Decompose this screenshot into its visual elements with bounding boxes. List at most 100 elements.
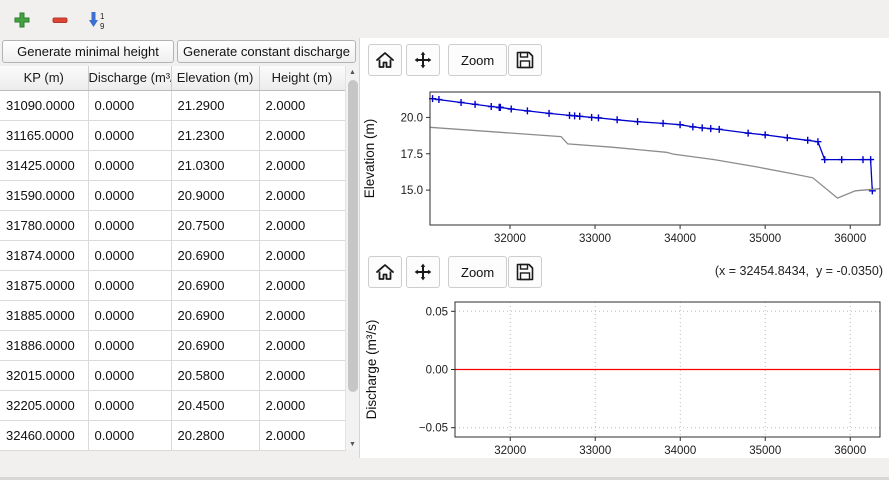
discharge-save-button[interactable] [508, 256, 542, 288]
elevation-chart[interactable]: 32000 33000 34000 35000 36000 15.0 17.5 20.0 Ele… [360, 78, 889, 256]
table-cell[interactable]: 2.0000 [259, 300, 346, 331]
table-cell[interactable]: 0.0000 [88, 420, 172, 451]
table-cell[interactable]: 2.0000 [259, 390, 346, 421]
table-cell[interactable]: 31886.0000 [0, 330, 89, 361]
elevation-save-button[interactable] [508, 44, 542, 76]
kp-table: KP (m)Discharge (m³/s)Elevation (m)Heigh… [0, 66, 346, 451]
table-cell[interactable]: 2.0000 [259, 210, 346, 241]
save-icon [516, 263, 534, 281]
table-cell[interactable]: 20.5800 [171, 360, 260, 391]
window-bottom-edge [0, 477, 889, 480]
table-cell[interactable]: 20.6900 [171, 300, 260, 331]
save-icon [516, 51, 534, 69]
table-cell[interactable]: 20.6900 [171, 270, 260, 301]
table-cell[interactable]: 2.0000 [259, 240, 346, 271]
table-cell[interactable]: 0.0000 [88, 150, 172, 181]
table-cell[interactable]: 2.0000 [259, 420, 346, 451]
table-cell[interactable]: 0.0000 [88, 330, 172, 361]
table-cell[interactable]: 2.0000 [259, 180, 346, 211]
generate-minimal-height-button[interactable]: Generate minimal height [2, 40, 174, 63]
table-cell[interactable]: 21.2300 [171, 120, 260, 151]
column-header[interactable]: Discharge (m³/s) [88, 66, 172, 91]
table-cell[interactable]: 0.0000 [88, 360, 172, 391]
elevation-pan-button[interactable] [406, 44, 440, 76]
table-cell[interactable]: 0.0000 [88, 390, 172, 421]
table-cell[interactable]: 20.2800 [171, 420, 260, 451]
table-cell[interactable]: 2.0000 [259, 150, 346, 181]
scrollbar-thumb[interactable] [348, 80, 358, 392]
svg-text:−0.05: −0.05 [419, 423, 448, 435]
table-cell[interactable]: 20.6900 [171, 240, 260, 271]
discharge-zoom-button[interactable]: Zoom [448, 256, 508, 288]
discharge-chart[interactable]: 32000 33000 34000 35000 36000 −0.05 0.00 0.05 Di… [360, 292, 889, 460]
table-row: 31874.0000 0.0000 20.6900 2.0000 [0, 240, 346, 271]
table-row: 31885.0000 0.0000 20.6900 2.0000 [0, 300, 346, 331]
table-cell[interactable]: 0.0000 [88, 300, 172, 331]
table-cell[interactable]: 20.7500 [171, 210, 260, 241]
table-cell[interactable]: 0.0000 [88, 120, 172, 151]
table-cell[interactable]: 32205.0000 [0, 390, 89, 421]
table-cell[interactable]: 32460.0000 [0, 420, 89, 451]
pan-icon [414, 263, 432, 281]
table-scrollbar[interactable]: ▲ ▼ [345, 66, 359, 450]
svg-text:15.0: 15.0 [401, 185, 423, 197]
table-cell[interactable]: 0.0000 [88, 240, 172, 271]
svg-text:1: 1 [100, 12, 105, 21]
add-row-button[interactable] [8, 6, 36, 34]
table-cell[interactable]: 31780.0000 [0, 210, 89, 241]
svg-text:36000: 36000 [834, 233, 866, 245]
table-cell[interactable]: 31425.0000 [0, 150, 89, 181]
table-row: 32460.0000 0.0000 20.2800 2.0000 [0, 420, 346, 451]
svg-text:9: 9 [100, 22, 105, 30]
svg-text:34000: 34000 [664, 445, 696, 457]
table-row: 31165.0000 0.0000 21.2300 2.0000 [0, 120, 346, 151]
table-cell[interactable]: 2.0000 [259, 270, 346, 301]
table-cell[interactable]: 0.0000 [88, 210, 172, 241]
table-cell[interactable]: 31885.0000 [0, 300, 89, 331]
remove-row-button[interactable] [46, 6, 74, 34]
generate-constant-discharge-button[interactable]: Generate constant discharge [177, 40, 356, 63]
home-icon [376, 52, 394, 68]
table-cell[interactable]: 21.0300 [171, 150, 260, 181]
sort-numeric-icon: 1 9 [89, 12, 105, 30]
cursor-position-readout: (x = 32454.8434, y = -0.0350) [714, 264, 883, 278]
table-row: 31875.0000 0.0000 20.6900 2.0000 [0, 270, 346, 301]
table-row: 32015.0000 0.0000 20.5800 2.0000 [0, 360, 346, 391]
column-header[interactable]: Elevation (m) [171, 66, 260, 91]
discharge-home-button[interactable] [368, 256, 402, 288]
table-cell[interactable]: 2.0000 [259, 360, 346, 391]
elevation-zoom-button[interactable]: Zoom [448, 44, 508, 76]
table-cell[interactable]: 21.2900 [171, 90, 260, 121]
table-cell[interactable]: 0.0000 [88, 270, 172, 301]
table-cell[interactable]: 31590.0000 [0, 180, 89, 211]
table-cell[interactable]: 0.0000 [88, 90, 172, 121]
svg-text:33000: 33000 [579, 233, 611, 245]
table-cell[interactable]: 32015.0000 [0, 360, 89, 391]
discharge-pan-button[interactable] [406, 256, 440, 288]
table-cell[interactable]: 20.9000 [171, 180, 260, 211]
table-row: 31590.0000 0.0000 20.9000 2.0000 [0, 180, 346, 211]
column-header[interactable]: Height (m) [259, 66, 346, 91]
elevation-home-button[interactable] [368, 44, 402, 76]
scrollbar-down-arrow[interactable]: ▼ [349, 440, 356, 448]
table-cell[interactable]: 0.0000 [88, 180, 172, 211]
table-cell[interactable]: 2.0000 [259, 330, 346, 361]
table-cell[interactable]: 2.0000 [259, 120, 346, 151]
svg-text:35000: 35000 [749, 445, 781, 457]
sort-rows-button[interactable]: 1 9 [84, 6, 112, 34]
svg-text:17.5: 17.5 [401, 149, 423, 161]
svg-text:32000: 32000 [494, 445, 526, 457]
pan-icon [414, 51, 432, 69]
table-cell[interactable]: 2.0000 [259, 90, 346, 121]
table-cell[interactable]: 31874.0000 [0, 240, 89, 271]
table-cell[interactable]: 20.4500 [171, 390, 260, 421]
column-header[interactable]: KP (m) [0, 66, 89, 91]
table-cell[interactable]: 31165.0000 [0, 120, 89, 151]
table-cell[interactable]: 31875.0000 [0, 270, 89, 301]
status-bar [0, 460, 889, 480]
table-row: 31886.0000 0.0000 20.6900 2.0000 [0, 330, 346, 361]
table-cell[interactable]: 31090.0000 [0, 90, 89, 121]
table-cell[interactable]: 20.6900 [171, 330, 260, 361]
scrollbar-up-arrow[interactable]: ▲ [349, 68, 356, 76]
svg-text:32000: 32000 [494, 233, 526, 245]
